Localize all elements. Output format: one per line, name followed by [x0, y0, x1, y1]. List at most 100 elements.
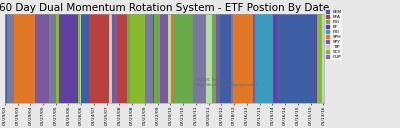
Bar [101, 14, 102, 103]
Bar [127, 14, 128, 103]
Bar [252, 14, 253, 103]
Bar [254, 14, 255, 103]
Bar [189, 14, 190, 103]
Bar [116, 14, 117, 103]
Bar [10, 14, 11, 103]
Bar [80, 14, 81, 103]
Bar [29, 14, 30, 103]
Bar [320, 14, 321, 103]
Bar [65, 14, 66, 103]
Bar [231, 14, 232, 103]
Bar [85, 14, 86, 103]
Bar [269, 14, 270, 103]
Bar [307, 14, 308, 103]
Bar [178, 14, 179, 103]
Bar [170, 14, 171, 103]
Bar [155, 14, 156, 103]
Bar [188, 14, 189, 103]
Bar [123, 14, 124, 103]
Bar [111, 14, 112, 103]
Bar [156, 14, 157, 103]
Bar [304, 14, 305, 103]
Bar [162, 14, 163, 103]
Bar [195, 14, 196, 103]
Bar [218, 14, 219, 103]
Bar [193, 14, 194, 103]
Bar [244, 14, 245, 103]
Bar [144, 14, 145, 103]
Bar [238, 14, 239, 103]
Bar [15, 14, 16, 103]
Bar [49, 14, 50, 103]
Bar [214, 14, 215, 103]
Bar [279, 14, 280, 103]
Bar [124, 14, 125, 103]
Bar [139, 14, 140, 103]
Bar [295, 14, 296, 103]
Bar [120, 14, 121, 103]
Bar [87, 14, 88, 103]
Bar [257, 14, 258, 103]
Bar [213, 14, 214, 103]
Bar [210, 14, 211, 103]
Bar [78, 14, 79, 103]
Bar [100, 14, 101, 103]
Bar [67, 14, 68, 103]
Bar [182, 14, 183, 103]
Legend: EEM, EFA, FXI, EF, FXI, SPH, SPY, TIP, SCY, CUP: EEM, EFA, FXI, EF, FXI, SPH, SPY, TIP, S… [325, 9, 343, 61]
Bar [53, 14, 54, 103]
Bar [310, 14, 311, 103]
Bar [138, 14, 139, 103]
Bar [54, 14, 55, 103]
Bar [23, 14, 24, 103]
Bar [267, 14, 268, 103]
Bar [294, 14, 295, 103]
Bar [283, 14, 284, 103]
Bar [198, 14, 199, 103]
Bar [61, 14, 62, 103]
Bar [26, 14, 27, 103]
Bar [69, 14, 70, 103]
Bar [169, 14, 170, 103]
Bar [296, 14, 297, 103]
Bar [286, 14, 287, 103]
Bar [92, 14, 93, 103]
Bar [134, 14, 135, 103]
Bar [203, 14, 204, 103]
Bar [223, 14, 224, 103]
Bar [44, 14, 45, 103]
Bar [248, 14, 249, 103]
Bar [167, 14, 168, 103]
Bar [19, 14, 20, 103]
Bar [125, 14, 126, 103]
Bar [204, 14, 205, 103]
Bar [32, 14, 33, 103]
Bar [21, 14, 22, 103]
Bar [278, 14, 279, 103]
Bar [89, 14, 90, 103]
Bar [140, 14, 141, 103]
Bar [173, 14, 174, 103]
Bar [287, 14, 288, 103]
Bar [148, 14, 149, 103]
Bar [171, 14, 172, 103]
Bar [31, 14, 32, 103]
Bar [60, 14, 61, 103]
Bar [184, 14, 185, 103]
Bar [302, 14, 303, 103]
Bar [206, 14, 207, 103]
Bar [68, 14, 69, 103]
Bar [202, 14, 203, 103]
Bar [211, 14, 212, 103]
Bar [84, 14, 85, 103]
Bar [225, 14, 226, 103]
Bar [200, 14, 201, 103]
Bar [27, 14, 28, 103]
Bar [227, 14, 228, 103]
Bar [175, 14, 176, 103]
Bar [220, 14, 221, 103]
Bar [159, 14, 160, 103]
Bar [104, 14, 105, 103]
Bar [5, 14, 6, 103]
Bar [115, 14, 116, 103]
